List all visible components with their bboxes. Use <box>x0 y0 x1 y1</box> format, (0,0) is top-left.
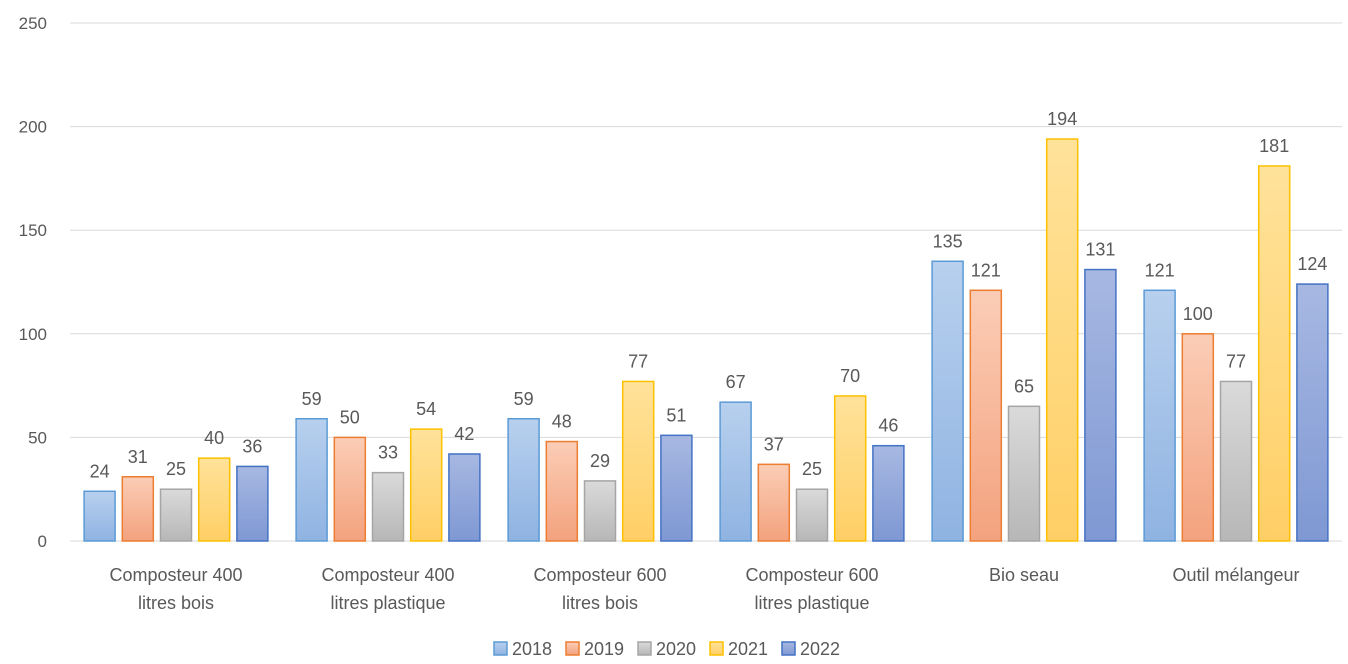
bar-2020 <box>159 488 193 542</box>
legend-label: 2018 <box>512 639 552 659</box>
legend: 2018 2019 2020 2021 2022 <box>493 639 840 659</box>
legend-label: 2019 <box>584 639 624 659</box>
bar-2021 <box>833 395 867 542</box>
data-label: 54 <box>416 399 436 419</box>
data-label: 29 <box>590 451 610 471</box>
data-label: 77 <box>628 351 648 371</box>
y-tick-label: 150 <box>19 221 47 240</box>
data-label: 37 <box>764 434 784 454</box>
data-label: 59 <box>514 389 534 409</box>
bar-2019 <box>969 289 1003 542</box>
y-tick-label: 250 <box>19 14 47 33</box>
bar-2021 <box>1257 165 1291 542</box>
bar-2020 <box>583 480 617 542</box>
legend-label: 2022 <box>800 639 840 659</box>
category-label: litres plastique <box>330 593 445 613</box>
data-label: 67 <box>726 372 746 392</box>
data-label: 50 <box>340 407 360 427</box>
data-label: 46 <box>878 416 898 436</box>
bars <box>83 138 1329 542</box>
legend-swatch-2022 <box>781 641 796 656</box>
data-label: 194 <box>1047 109 1077 129</box>
bar-2021 <box>197 457 231 542</box>
category-label: Composteur 400 <box>321 565 454 585</box>
data-labels: 24 31 25 40 36 59 50 33 54 42 59 48 29 77 51 67 37 25 70 46… <box>90 109 1328 481</box>
data-label: 131 <box>1085 240 1115 260</box>
x-axis-categories: Composteur 400 litres bois Composteur 400 l… <box>109 565 1299 613</box>
legend-swatch-2021 <box>709 641 724 656</box>
data-label: 135 <box>933 231 963 251</box>
bar-2018 <box>719 401 752 542</box>
bar-2020 <box>1007 405 1041 542</box>
data-label: 51 <box>666 405 686 425</box>
bar-2020 <box>1219 380 1253 542</box>
bar-2018 <box>295 418 328 542</box>
bar-2018 <box>1143 289 1176 542</box>
legend-label: 2021 <box>728 639 768 659</box>
y-tick-label: 100 <box>19 325 47 344</box>
data-label: 121 <box>1145 260 1175 280</box>
bar-2018 <box>83 490 116 542</box>
category-label: Composteur 400 <box>109 565 242 585</box>
data-label: 121 <box>971 260 1001 280</box>
data-label: 124 <box>1297 254 1327 274</box>
bar-2022 <box>660 434 693 542</box>
bar-2022 <box>872 444 905 542</box>
bar-2019 <box>1181 333 1215 542</box>
category-label: Composteur 600 <box>533 565 666 585</box>
category-label: Bio seau <box>989 565 1059 585</box>
legend-swatch-2018 <box>493 641 508 656</box>
data-label: 77 <box>1226 351 1246 371</box>
data-label: 181 <box>1259 136 1289 156</box>
data-label: 31 <box>128 447 148 467</box>
data-label: 42 <box>454 424 474 444</box>
bar-2018 <box>931 260 964 542</box>
bar-2022 <box>448 453 481 542</box>
y-tick-label: 0 <box>38 532 47 551</box>
category-label: litres plastique <box>754 593 869 613</box>
y-tick-label: 50 <box>28 428 47 447</box>
bar-2020 <box>795 488 829 542</box>
bar-2022 <box>1084 268 1117 542</box>
bar-2021 <box>409 428 443 542</box>
bar-2021 <box>1045 138 1079 542</box>
category-label: Outil mélangeur <box>1172 565 1299 585</box>
category-label: Composteur 600 <box>745 565 878 585</box>
data-label: 48 <box>552 412 572 432</box>
legend-swatch-2020 <box>637 641 652 656</box>
legend-label: 2020 <box>656 639 696 659</box>
data-label: 65 <box>1014 376 1034 396</box>
bar-2022 <box>236 465 269 542</box>
data-label: 100 <box>1183 304 1213 324</box>
bar-2021 <box>621 380 655 542</box>
data-label: 33 <box>378 443 398 463</box>
data-label: 24 <box>90 461 110 481</box>
data-label: 59 <box>302 389 322 409</box>
data-label: 25 <box>166 459 186 479</box>
y-tick-label: 200 <box>19 118 47 137</box>
category-label: litres bois <box>562 593 638 613</box>
data-label: 25 <box>802 459 822 479</box>
bar-2019 <box>757 463 791 542</box>
bar-2019 <box>333 436 367 542</box>
y-axis-ticks: 0 50 100 150 200 250 <box>19 14 47 551</box>
data-label: 70 <box>840 366 860 386</box>
bar-2019 <box>545 440 579 542</box>
bar-2019 <box>121 476 155 542</box>
bar-2022 <box>1296 283 1329 542</box>
data-label: 36 <box>242 436 262 456</box>
bar-2018 <box>507 418 540 542</box>
bar-2020 <box>371 471 405 542</box>
data-label: 40 <box>204 428 224 448</box>
gridlines <box>70 22 1342 542</box>
category-label: litres bois <box>138 593 214 613</box>
legend-swatch-2019 <box>565 641 580 656</box>
